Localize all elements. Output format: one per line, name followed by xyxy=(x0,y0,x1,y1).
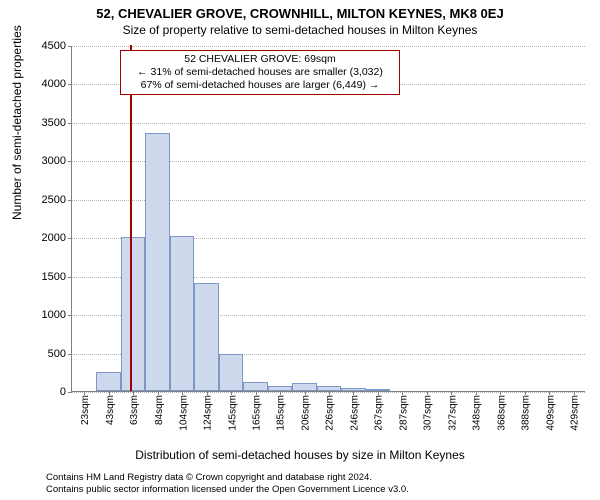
histogram-bar xyxy=(96,372,120,391)
x-tick-label: 165sqm xyxy=(252,395,263,431)
x-tick-label: 185sqm xyxy=(276,395,287,431)
y-tick-label: 2500 xyxy=(42,194,72,206)
chart-title: 52, CHEVALIER GROVE, CROWNHILL, MILTON K… xyxy=(0,0,600,21)
x-tick-label: 327sqm xyxy=(447,395,458,431)
x-tick-label: 145sqm xyxy=(227,395,238,431)
x-tick-label: 287sqm xyxy=(398,395,409,431)
x-tick-label: 226sqm xyxy=(325,395,336,431)
histogram-bar xyxy=(170,236,194,391)
footer-line2: Contains public sector information licen… xyxy=(46,484,409,496)
x-tick-label: 388sqm xyxy=(521,395,532,431)
x-tick-label: 348sqm xyxy=(472,395,483,431)
gridline xyxy=(72,46,585,47)
x-tick-label: 246sqm xyxy=(349,395,360,431)
x-tick-label: 429sqm xyxy=(570,395,581,431)
annotation-line1: 52 CHEVALIER GROVE: 69sqm xyxy=(125,53,395,66)
y-tick-label: 3000 xyxy=(42,155,72,167)
y-tick-label: 3500 xyxy=(42,117,72,129)
y-tick-label: 4500 xyxy=(42,40,72,52)
x-tick-label: 267sqm xyxy=(374,395,385,431)
x-tick-label: 124sqm xyxy=(203,395,214,431)
x-tick-label: 409sqm xyxy=(545,395,556,431)
y-tick-label: 500 xyxy=(48,348,72,360)
x-ticks: 23sqm 43sqm 63sqm 84sqm 104sqm 124sqm 145sqm 16… xyxy=(72,391,585,451)
x-tick-label: 307sqm xyxy=(423,395,434,431)
y-tick-label: 1000 xyxy=(42,309,72,321)
histogram-bar xyxy=(194,283,218,391)
y-tick-label: 0 xyxy=(60,386,72,398)
histogram-bar xyxy=(219,354,243,391)
gridline xyxy=(72,123,585,124)
y-tick-label: 4000 xyxy=(42,78,72,90)
chart-subtitle: Size of property relative to semi-detach… xyxy=(0,21,600,37)
annotation-line2: ← 31% of semi-detached houses are smalle… xyxy=(125,66,395,79)
y-axis-label: Number of semi-detached properties xyxy=(10,25,24,220)
y-tick-label: 2000 xyxy=(42,232,72,244)
histogram-bar xyxy=(145,133,169,391)
x-tick-label: 368sqm xyxy=(496,395,507,431)
footer: Contains HM Land Registry data © Crown c… xyxy=(46,472,409,496)
x-tick-label: 23sqm xyxy=(80,395,91,425)
histogram-bar xyxy=(121,237,145,391)
histogram-bar xyxy=(292,383,316,391)
annotation-box: 52 CHEVALIER GROVE: 69sqm ← 31% of semi-… xyxy=(120,50,400,95)
annotation-line3: 67% of semi-detached houses are larger (… xyxy=(125,79,395,92)
x-tick-label: 84sqm xyxy=(154,395,165,425)
x-tick-label: 206sqm xyxy=(301,395,312,431)
x-tick-label: 104sqm xyxy=(178,395,189,431)
x-axis-label: Distribution of semi-detached houses by … xyxy=(0,448,600,462)
histogram-bar xyxy=(243,382,267,391)
y-tick-label: 1500 xyxy=(42,271,72,283)
x-tick-label: 63sqm xyxy=(129,395,140,425)
footer-line1: Contains HM Land Registry data © Crown c… xyxy=(46,472,409,484)
x-tick-label: 43sqm xyxy=(105,395,116,425)
plot-area: 050010001500200025003000350040004500 52 … xyxy=(71,46,585,392)
reference-line xyxy=(130,45,132,391)
chart-container: 52, CHEVALIER GROVE, CROWNHILL, MILTON K… xyxy=(0,0,600,500)
